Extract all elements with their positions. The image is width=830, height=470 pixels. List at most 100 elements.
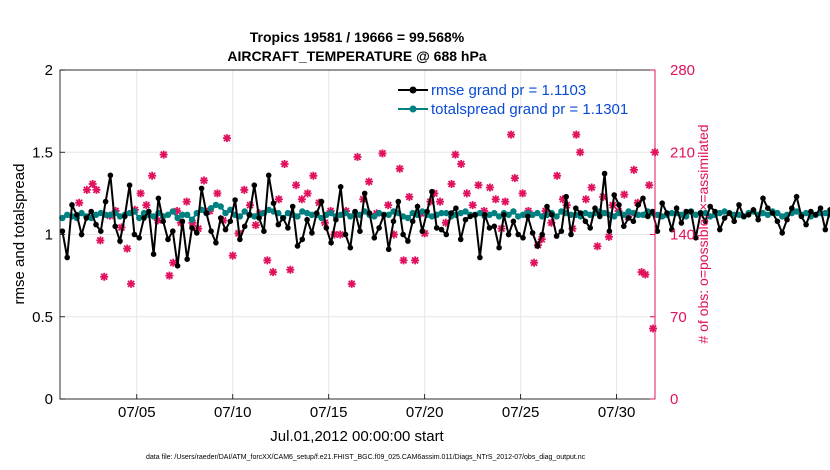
obs-count-marker — [581, 195, 590, 204]
rmse-point — [822, 226, 829, 233]
legend-rmse-marker — [409, 86, 417, 94]
rmse-point — [798, 213, 805, 220]
rmse-point — [184, 256, 190, 263]
rmse-point — [342, 231, 349, 238]
rmse-point — [760, 195, 766, 202]
y-tick-label-right: 140 — [670, 227, 695, 244]
obs-marker-stroke — [303, 189, 312, 198]
obs-marker-stroke — [518, 189, 527, 198]
rmse-point — [395, 198, 402, 205]
rmse-point — [678, 220, 685, 226]
rmse-point — [510, 218, 517, 225]
obs-count-marker — [395, 164, 404, 173]
obs-count-marker — [462, 189, 471, 198]
y-tick-label-right: 70 — [670, 309, 687, 326]
rmse-point — [390, 218, 397, 225]
obs-marker-stroke — [353, 153, 362, 161]
obs-count-marker — [530, 258, 539, 267]
rmse-point — [505, 231, 512, 238]
obs-marker-stroke — [286, 266, 294, 274]
rmse-point — [621, 223, 627, 230]
rmse-point — [352, 208, 358, 215]
obs-count-marker — [587, 183, 596, 192]
obs-marker-stroke — [136, 189, 145, 198]
rmse-point — [525, 213, 531, 220]
obs-count-marker — [485, 183, 494, 192]
rmse-point — [563, 193, 569, 200]
rmse-point — [673, 205, 680, 211]
rmse-point — [333, 216, 339, 223]
rmse-point — [222, 226, 229, 233]
rmse-point — [697, 210, 704, 216]
rmse-point — [270, 200, 277, 206]
obs-count-marker — [353, 152, 362, 161]
obs-count-marker — [213, 189, 222, 198]
obs-count-marker — [75, 198, 84, 207]
obs-marker-stroke — [183, 197, 191, 206]
obs-marker-stroke — [486, 183, 494, 192]
rmse-point — [573, 205, 579, 211]
totalspread-point — [668, 209, 675, 217]
totalspread-point — [419, 208, 426, 215]
obs-marker-stroke — [275, 195, 283, 203]
totalspread-point — [174, 214, 181, 222]
obs-marker-stroke — [200, 176, 208, 185]
rmse-point — [318, 198, 325, 205]
obs-count-marker — [303, 189, 312, 198]
rmse-point — [654, 228, 661, 234]
obs-marker-stroke — [223, 134, 231, 142]
obs-marker-stroke — [165, 271, 174, 280]
obs-marker-stroke — [492, 195, 500, 203]
rmse-point — [453, 205, 459, 211]
obs-marker-stroke — [436, 197, 444, 206]
rmse-point — [630, 218, 637, 225]
obs-marker-stroke — [530, 259, 538, 267]
rmse-point — [477, 254, 483, 261]
totalspread-point — [294, 213, 301, 220]
x-tick-label: 07/05 — [118, 404, 156, 421]
rmse-point — [112, 223, 118, 230]
y-tick-label: 0.5 — [32, 309, 53, 326]
obs-marker-stroke — [263, 256, 271, 264]
rmse-point — [400, 231, 406, 238]
obs-marker-stroke — [620, 190, 628, 199]
rmse-point — [812, 212, 819, 218]
totalspread-point — [299, 208, 306, 215]
obs-count-marker — [336, 230, 345, 239]
obs-marker-stroke — [637, 268, 646, 276]
obs-marker-stroke — [348, 280, 356, 288]
rmse-point — [261, 228, 267, 234]
totalspread-point — [462, 208, 469, 215]
rmse-point — [568, 231, 574, 238]
rmse-point — [467, 213, 474, 220]
obs-marker-stroke — [123, 244, 131, 253]
rmse-point — [117, 238, 123, 244]
rmse-point — [544, 203, 550, 210]
rmse-point — [443, 231, 450, 238]
rmse-point — [98, 228, 104, 234]
totalspread-point — [802, 209, 810, 217]
rmse-point — [366, 210, 373, 216]
obs-count-marker — [451, 150, 460, 159]
obs-marker-stroke — [588, 183, 596, 192]
totalspread-point — [476, 209, 484, 217]
rmse-point — [371, 235, 378, 241]
totalspread-point — [534, 209, 541, 217]
rmse-point — [486, 225, 493, 231]
totalspread-point — [371, 213, 378, 220]
obs-count-marker — [491, 195, 500, 204]
rmse-point — [59, 228, 66, 234]
obs-count-marker — [263, 256, 272, 265]
rmse-point — [69, 202, 75, 208]
obs-marker-stroke — [219, 216, 227, 225]
totalspread-point — [721, 208, 728, 215]
totalspread-point — [59, 214, 66, 222]
totalspread-point — [639, 211, 647, 218]
obs-count-marker — [507, 130, 516, 139]
totalspread-point — [385, 211, 392, 218]
rmse-point — [515, 231, 521, 238]
obs-count-marker — [100, 272, 109, 281]
obs-count-marker — [292, 181, 301, 190]
rmse-point — [232, 197, 238, 203]
